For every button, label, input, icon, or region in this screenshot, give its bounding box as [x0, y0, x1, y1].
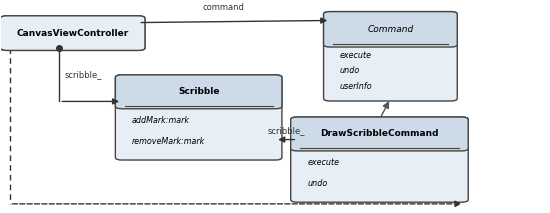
Text: CanvasViewController: CanvasViewController	[16, 29, 129, 38]
Text: removeMark:mark: removeMark:mark	[132, 137, 205, 146]
FancyBboxPatch shape	[1, 16, 145, 50]
FancyBboxPatch shape	[116, 75, 282, 160]
FancyBboxPatch shape	[291, 117, 468, 151]
Text: undo: undo	[307, 179, 327, 188]
FancyBboxPatch shape	[1, 16, 145, 50]
Text: Scribble: Scribble	[178, 87, 219, 96]
Text: execute: execute	[307, 158, 339, 167]
Text: Command: Command	[367, 25, 414, 34]
FancyBboxPatch shape	[323, 12, 457, 47]
Text: execute: execute	[340, 51, 372, 60]
FancyBboxPatch shape	[116, 75, 282, 109]
Text: scribble_: scribble_	[267, 126, 305, 135]
FancyBboxPatch shape	[291, 117, 468, 202]
Text: addMark:mark: addMark:mark	[132, 116, 190, 125]
Text: DrawScribbleCommand: DrawScribbleCommand	[320, 130, 439, 138]
FancyBboxPatch shape	[323, 12, 457, 101]
Text: undo: undo	[340, 66, 360, 75]
Text: command: command	[202, 3, 244, 12]
Text: userInfo: userInfo	[340, 82, 373, 91]
Text: scribble_: scribble_	[65, 70, 102, 79]
